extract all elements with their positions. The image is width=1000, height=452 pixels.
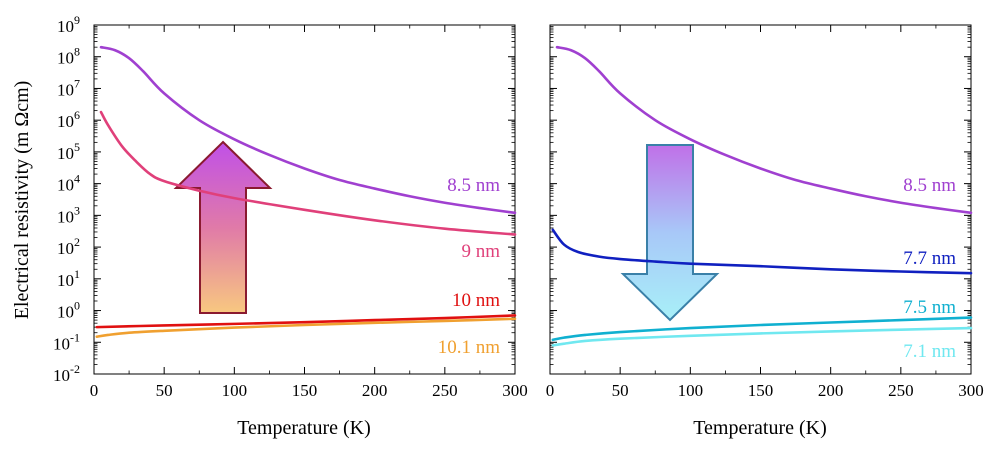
right-x-tick-label: 100 xyxy=(678,381,704,400)
right-series-label-8-5-nm: 8.5 nm xyxy=(903,175,956,196)
right-x-tick-label: 0 xyxy=(546,381,555,400)
right-x-tick-label: 200 xyxy=(818,381,844,400)
y-tick-label: 106 xyxy=(57,108,80,131)
left-x-tick-label: 100 xyxy=(222,381,248,400)
right-y-ticks xyxy=(550,24,971,375)
y-tick-label: 103 xyxy=(57,203,80,226)
left-x-tick-label: 250 xyxy=(432,381,458,400)
y-tick-label: 101 xyxy=(57,267,80,290)
left-x-axis-label: Temperature (K) xyxy=(237,417,371,439)
right-series-label-7-7-nm: 7.7 nm xyxy=(903,248,956,269)
left-series: 8.5 nm 9 nm 10 nm 10.1 nm xyxy=(95,45,517,358)
left-x-tick-label: 200 xyxy=(362,381,388,400)
left-x-tick-label: 50 xyxy=(156,381,173,400)
right-series-line-7-5-nm xyxy=(551,316,973,342)
left-series-label-10-1-nm: 10.1 nm xyxy=(438,337,501,358)
right-x-tick-label: 250 xyxy=(888,381,914,400)
right-x-tick-label: 150 xyxy=(748,381,774,400)
left-series-label-10-nm: 10 nm xyxy=(452,290,500,311)
right-x-tick-label: 50 xyxy=(612,381,629,400)
right-series-line-7-1-nm xyxy=(551,326,973,347)
left-y-ticks: 10-2 10-1 100 101 102 103 104 105 106 107 108 109 xyxy=(53,13,515,385)
y-tick-label: 107 xyxy=(57,76,80,99)
y-tick-label: 108 xyxy=(57,45,80,68)
right-arrow xyxy=(620,144,720,322)
y-tick-label: 109 xyxy=(57,13,80,36)
y-tick-label: 100 xyxy=(57,299,80,322)
y-tick-label: 104 xyxy=(57,172,80,195)
down-arrow xyxy=(620,144,720,322)
right-series-line-7-7-nm xyxy=(551,228,973,275)
left-series-line-10-1-nm xyxy=(95,317,517,338)
left-series-label-8-5-nm: 8.5 nm xyxy=(447,175,500,196)
right-x-tick-label: 300 xyxy=(958,381,984,400)
up-arrow xyxy=(173,140,273,314)
left-arrow xyxy=(173,140,273,314)
right-x-ticks: 0 50 100 150 200 250 300 xyxy=(546,25,984,400)
left-x-ticks: 0 50 100 150 200 250 300 xyxy=(90,25,528,400)
left-x-tick-label: 300 xyxy=(502,381,528,400)
y-tick-label: 10-1 xyxy=(53,330,80,353)
right-panel: 0 50 100 150 200 250 300 8.5 nm 7.7 nm 7.5 nm 7.1… xyxy=(546,24,984,439)
left-series-line-9-nm xyxy=(99,110,517,236)
y-tick-label: 10-2 xyxy=(53,362,80,385)
right-plot-frame xyxy=(549,24,972,375)
right-series-label-7-5-nm: 7.5 nm xyxy=(903,297,956,318)
left-x-tick-label: 0 xyxy=(90,381,99,400)
right-series: 8.5 nm 7.7 nm 7.5 nm 7.1 nm xyxy=(551,45,973,362)
left-panel: 10-2 10-1 100 101 102 103 104 105 106 107 108 109 0… xyxy=(11,13,528,439)
left-x-tick-label: 150 xyxy=(292,381,318,400)
left-series-line-10-nm xyxy=(95,314,517,329)
left-series-line-8-5-nm xyxy=(99,45,517,215)
y-tick-label: 105 xyxy=(57,140,80,163)
y-tick-label: 102 xyxy=(57,235,80,258)
left-plot-frame xyxy=(93,24,516,375)
right-series-label-7-1-nm: 7.1 nm xyxy=(903,341,956,362)
y-axis-label: Electrical resistivity (m Ωcm) xyxy=(11,81,33,320)
right-series-line-8-5-nm xyxy=(555,45,973,215)
right-x-axis-label: Temperature (K) xyxy=(693,417,827,439)
left-series-label-9-nm: 9 nm xyxy=(461,241,500,262)
